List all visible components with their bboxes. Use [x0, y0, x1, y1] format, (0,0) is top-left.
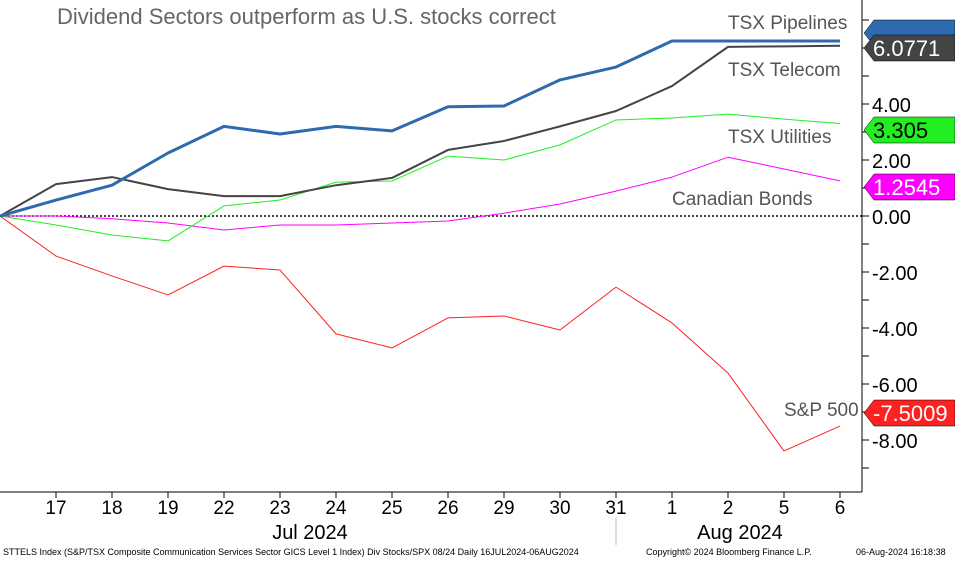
last-value-tag	[863, 173, 955, 201]
x-tick-label: 24	[325, 498, 347, 519]
x-tick-label: 18	[101, 498, 122, 519]
last-value-label: -7.5009	[873, 401, 948, 426]
x-tick-label: 30	[549, 498, 570, 519]
x-tick-label: 23	[269, 498, 290, 519]
last-value-label: 3.305	[873, 118, 928, 143]
footer-description: STTELS Index (S&P/TSX Composite Communic…	[3, 547, 579, 557]
last-value-label: 6.0771	[873, 36, 940, 61]
series-annotation: TSX Pipelines	[728, 13, 847, 34]
footer-copyright: Copyright© 2024 Bloomberg Finance L.P.	[646, 547, 812, 557]
y-tick-label: 0.00	[872, 207, 911, 229]
y-tick-label: -2.00	[872, 263, 918, 285]
y-tick-label: -4.00	[872, 319, 918, 341]
last-value-tag	[863, 116, 955, 144]
last-value-label: 1.2545	[873, 175, 940, 200]
series-line-tsx-telecom	[0, 44, 841, 217]
x-tick-label: 31	[605, 498, 626, 519]
series-annotation: TSX Utilities	[728, 127, 831, 148]
x-tick-label: 17	[45, 498, 66, 519]
x-tick-label: 6	[835, 498, 846, 519]
x-tick-label: 26	[437, 498, 458, 519]
y-tick-label: 4.00	[872, 95, 911, 117]
chart-title: Dividend Sectors outperform as U.S. stoc…	[57, 4, 556, 29]
series-annotation: Canadian Bonds	[672, 189, 813, 210]
series-line-canadian-bonds	[0, 156, 841, 231]
y-tick-label: -8.00	[872, 431, 918, 453]
series-line-s-p-500	[0, 215, 841, 452]
series-annotation: S&P 500	[784, 400, 859, 421]
y-tick-label: -6.00	[872, 375, 918, 397]
y-tick-label: 2.00	[872, 151, 911, 173]
series-annotation: TSX Telecom	[728, 60, 841, 81]
month-label: Aug 2024	[697, 522, 783, 544]
x-tick-label: 25	[381, 498, 402, 519]
x-tick-label: 22	[213, 498, 234, 519]
last-value-tag	[863, 399, 955, 427]
x-tick-label: 2	[723, 498, 734, 519]
x-tick-label: 19	[157, 498, 178, 519]
series-line-tsx-pipelines	[0, 39, 840, 218]
x-tick-label: 29	[493, 498, 514, 519]
x-tick-label: 5	[779, 498, 790, 519]
footer-timestamp: 06-Aug-2024 16:18:38	[856, 547, 946, 557]
last-value-tag	[863, 34, 955, 62]
series-line-tsx-utilities	[0, 113, 841, 242]
month-label: Jul 2024	[272, 522, 348, 544]
x-tick-label: 1	[667, 498, 678, 519]
